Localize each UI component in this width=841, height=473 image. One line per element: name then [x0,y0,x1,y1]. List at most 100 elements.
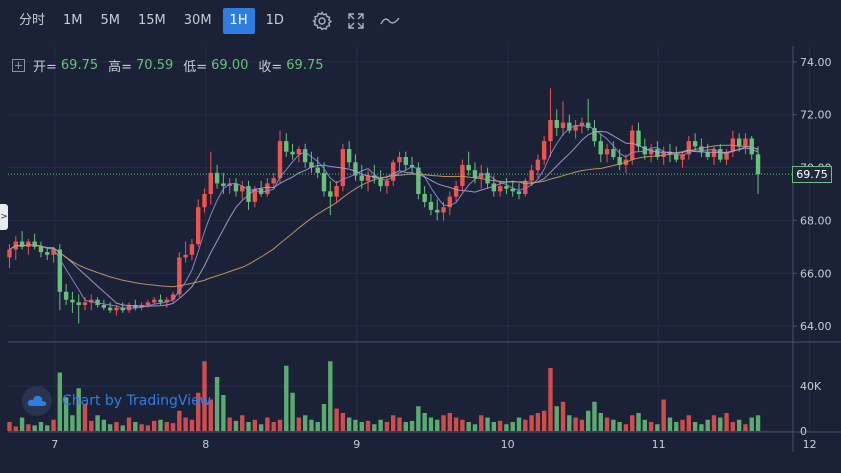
volume-bar [315,422,320,431]
candle-body [743,138,748,147]
volume-bar [447,413,453,431]
candle-body [441,207,446,213]
candle-body [529,170,534,181]
candle-body [277,141,283,179]
volume-bar [466,422,471,431]
volume-bar [479,415,484,431]
price-tick-label: 66.00 [800,267,832,280]
interval-1d[interactable]: 1D [265,13,284,28]
volume-bar [585,410,591,431]
candle-body [151,299,157,303]
volume-bar [290,392,295,431]
volume-bar [296,417,302,431]
volume-bar [340,413,346,431]
interval-30m[interactable]: 30M [183,13,212,28]
candle-body [240,186,245,192]
volume-bar [655,424,660,431]
interval-1m[interactable]: 1M [63,13,83,28]
volume-bar [516,417,522,431]
candle-body [7,249,12,258]
volume-tick-label: 40K [800,380,822,393]
candle-body [51,249,56,255]
volume-bar [384,422,390,431]
candle-body [221,183,226,187]
volume-bar [579,419,585,431]
volume-bar [416,406,421,431]
volume-bar [755,415,761,431]
volume-bar [309,419,314,431]
candle-body [365,175,371,181]
volume-bar [529,415,534,431]
tradingview-watermark[interactable]: Chart by TradingView [22,386,211,416]
time-tick-label: 7 [51,438,58,451]
volume-bar [76,388,81,431]
candle-body [648,149,654,155]
volume-bar [667,417,673,431]
candle-body [485,172,490,184]
volume-bar [107,424,113,431]
candle-body [567,122,572,131]
candle-body [120,307,125,311]
volume-bar [89,420,94,431]
volume-bar [164,422,169,431]
candle-body [19,241,25,247]
volume-bar [391,415,396,431]
volume-bar [554,406,559,431]
volume-bar [145,425,151,431]
volume-bar [736,419,742,431]
candle-body [435,209,440,213]
candle-body [554,120,559,128]
candle-body [630,130,635,160]
time-tick-label: 11 [652,438,666,451]
line-style-icon[interactable] [375,8,405,34]
volume-bar [271,422,276,431]
candle-body [674,154,679,160]
candle-body [686,141,692,155]
candle-body [302,149,308,163]
volume-bar [32,425,37,431]
volume-bar [221,395,226,431]
interval-15m[interactable]: 15M [138,13,166,28]
candle-body [535,159,541,171]
candle-body [346,149,352,163]
candle-body [296,149,302,155]
candle-body [208,172,213,194]
candle-body [391,162,396,181]
interval-1h[interactable]: 1H [222,8,255,34]
candle-body [510,188,515,192]
high-label: 高= [108,60,133,75]
ohlc-legend: 开= 69.75 高= 70.59 低= 69.00 收= 69.75 [12,56,330,75]
candle-body [497,186,503,192]
interval-分时[interactable]: 分时 [19,13,46,28]
volume-bar [686,415,692,431]
candle-body [604,149,610,155]
candle-body [70,299,75,303]
candle-body [95,299,100,305]
volume-bar [227,417,232,431]
candle-body [661,151,666,157]
candle-body [460,164,465,187]
volume-bar [541,410,547,431]
candle-body [258,188,264,194]
volume-bar [328,361,333,431]
candle-body [403,157,408,165]
volume-bar [497,420,503,431]
candle-body [63,291,69,300]
fullscreen-icon[interactable] [341,8,371,34]
volume-bar [453,417,459,431]
volume-bar [460,419,465,431]
volume-bar [45,425,50,431]
candle-body [384,180,390,187]
interval-5m[interactable]: 5M [100,13,121,28]
candle-body [579,122,585,126]
side-panel-toggle[interactable]: > [0,204,8,230]
volume-bar [485,417,490,431]
volume-bar [365,420,371,431]
expand-legend-icon[interactable] [12,59,25,72]
candle-body [265,183,270,194]
volume-bar [422,413,427,431]
cloud-icon [22,386,52,416]
candle-body [38,246,44,253]
settings-gear-icon[interactable] [307,8,337,34]
